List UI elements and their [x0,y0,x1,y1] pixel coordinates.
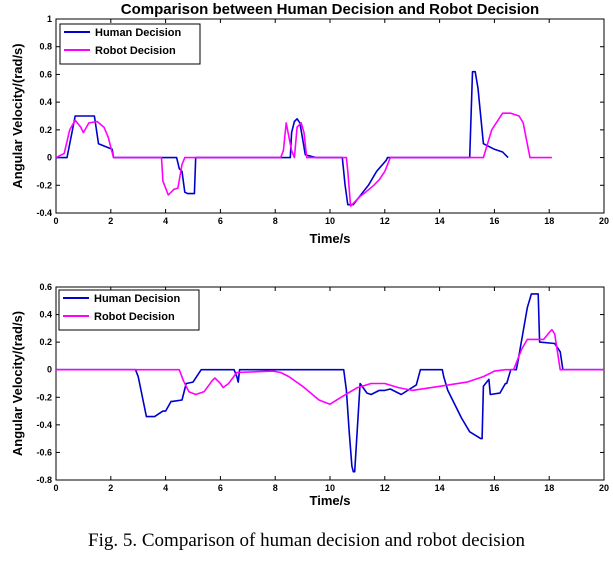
x-axis-label: Time/s [310,493,351,508]
x-tick-label: 10 [325,483,335,493]
x-tick-label: 8 [273,216,278,226]
x-tick-label: 4 [163,483,168,493]
x-tick-label: 18 [544,216,554,226]
chart-title: Comparison between Human Decision and Ro… [121,1,539,18]
x-tick-label: 0 [53,483,58,493]
legend-label: Robot Decision [95,45,176,57]
y-tick-label: 0.6 [39,69,52,79]
y-tick-label: -0.4 [36,208,52,218]
y-tick-label: -0.8 [36,475,52,485]
x-tick-label: 10 [325,216,335,226]
y-tick-label: -0.2 [36,392,52,402]
y-tick-label: 0.4 [39,97,52,107]
series-line-robot-decision [56,328,604,406]
x-axis-label: Time/s [310,231,351,246]
x-tick-label: 12 [380,216,390,226]
y-tick-label: 0 [47,153,52,163]
x-tick-label: 20 [599,216,609,226]
y-tick-label: 1 [47,14,52,24]
y-axis-label: Angular Velocity/(rad/s) [10,43,25,188]
x-tick-label: 12 [380,483,390,493]
y-tick-label: -0.6 [36,447,52,457]
legend-label: Human Decision [95,27,181,39]
y-tick-label: 0.4 [39,310,52,320]
x-tick-label: 4 [163,216,168,226]
x-tick-label: 6 [218,216,223,226]
x-tick-label: 16 [489,483,499,493]
chart-panel-1: Comparison between Human Decision and Ro… [10,1,609,246]
y-tick-label: -0.4 [36,420,52,430]
y-tick-label: 0.2 [39,337,52,347]
y-axis-label: Angular Velocity/(rad/s) [10,311,25,456]
series-line-robot-decision [55,112,552,207]
x-tick-label: 14 [435,483,445,493]
legend-box [59,23,201,65]
x-tick-label: 0 [53,216,58,226]
y-tick-label: 0.6 [39,282,52,292]
x-tick-label: 20 [599,483,609,493]
x-tick-label: 16 [489,216,499,226]
y-tick-label: 0.2 [39,125,52,135]
chart-panel-2: 0 2 4 6 8 10 12 14 16 18 20 -0.8 -0.6 -0.4 -0.2 0 0.2 0.4… [10,282,609,508]
x-tick-label: 8 [273,483,278,493]
legend-label: Robot Decision [94,311,175,323]
x-tick-label: 2 [108,483,113,493]
legend-box [58,289,200,331]
y-tick-label: -0.2 [36,180,52,190]
x-tick-label: 14 [435,216,445,226]
legend-label: Human Decision [94,293,180,305]
y-tick-label: 0.8 [39,42,52,52]
x-tick-label: 6 [218,483,223,493]
figure-caption: Fig. 5. Comparison of human decision and… [88,530,525,551]
series-line-human-decision [56,293,604,473]
legend: Human Decision Robot Decision [58,289,200,331]
x-tick-label: 18 [544,483,554,493]
legend: Human Decision Robot Decision [59,23,201,65]
x-tick-label: 2 [108,216,113,226]
y-tick-label: 0 [47,365,52,375]
